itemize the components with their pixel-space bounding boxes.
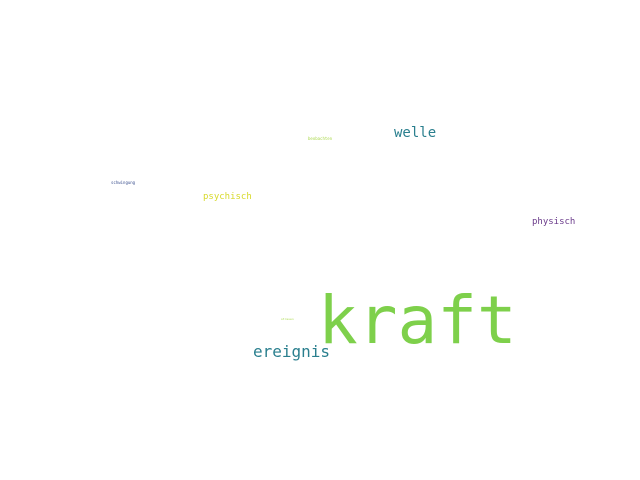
- word-schwingung: schwingung: [111, 180, 136, 185]
- word-psychisch: psychisch: [203, 192, 252, 202]
- word-beobachten: beobachten: [308, 136, 333, 141]
- word-ereignis: ereignis: [253, 342, 331, 361]
- word-physisch: physisch: [532, 217, 576, 227]
- word-kraft: kraft: [318, 282, 517, 359]
- word-welle: welle: [394, 125, 437, 141]
- word-streuen: streuen: [281, 317, 294, 321]
